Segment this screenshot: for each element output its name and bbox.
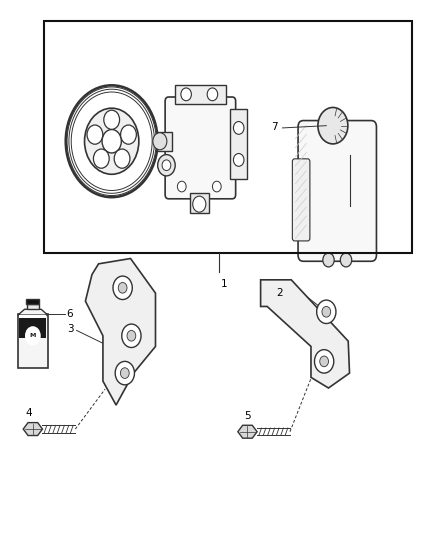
Circle shape [120, 125, 136, 144]
Bar [27, 304, 39, 309]
Bar [149, 132, 172, 151]
Bar [26, 299, 39, 304]
Text: 4: 4 [25, 408, 32, 418]
Circle shape [87, 125, 103, 144]
Circle shape [93, 149, 109, 168]
Polygon shape [23, 423, 42, 435]
FancyBboxPatch shape [293, 159, 310, 241]
Circle shape [66, 85, 158, 197]
Bar [19, 315, 46, 318]
Text: 7: 7 [272, 122, 278, 132]
Circle shape [113, 276, 132, 300]
Circle shape [177, 181, 186, 192]
Text: 2: 2 [276, 288, 283, 298]
Text: 5: 5 [244, 411, 251, 421]
Circle shape [181, 88, 191, 101]
Circle shape [233, 122, 244, 134]
Text: 6: 6 [67, 310, 73, 319]
Circle shape [115, 361, 134, 385]
Circle shape [162, 160, 171, 171]
Text: 1: 1 [221, 279, 228, 289]
Circle shape [340, 253, 352, 267]
Polygon shape [238, 425, 257, 438]
Bar [190, 193, 209, 213]
Circle shape [212, 181, 221, 192]
Circle shape [317, 300, 336, 324]
Bar [230, 109, 247, 179]
Circle shape [207, 88, 218, 101]
Circle shape [120, 368, 129, 378]
Circle shape [102, 130, 121, 153]
Polygon shape [18, 309, 48, 315]
Polygon shape [261, 280, 350, 388]
Circle shape [193, 196, 206, 212]
Circle shape [153, 133, 167, 150]
Circle shape [233, 154, 244, 166]
Circle shape [314, 350, 334, 373]
Bar [19, 317, 46, 338]
Circle shape [320, 356, 328, 367]
Circle shape [322, 306, 331, 317]
Circle shape [118, 282, 127, 293]
Circle shape [122, 324, 141, 348]
Circle shape [85, 108, 139, 174]
Polygon shape [85, 259, 155, 405]
Bar [175, 85, 226, 104]
Bar [44, 21, 412, 253]
Circle shape [323, 253, 334, 267]
Text: M: M [30, 333, 36, 338]
Circle shape [114, 149, 130, 168]
FancyBboxPatch shape [298, 120, 376, 261]
Text: 3: 3 [67, 325, 74, 334]
FancyBboxPatch shape [165, 97, 236, 199]
Circle shape [104, 110, 120, 130]
Circle shape [158, 155, 175, 176]
Circle shape [25, 326, 41, 345]
Bar [18, 314, 48, 368]
Circle shape [318, 108, 348, 144]
Circle shape [127, 330, 136, 341]
